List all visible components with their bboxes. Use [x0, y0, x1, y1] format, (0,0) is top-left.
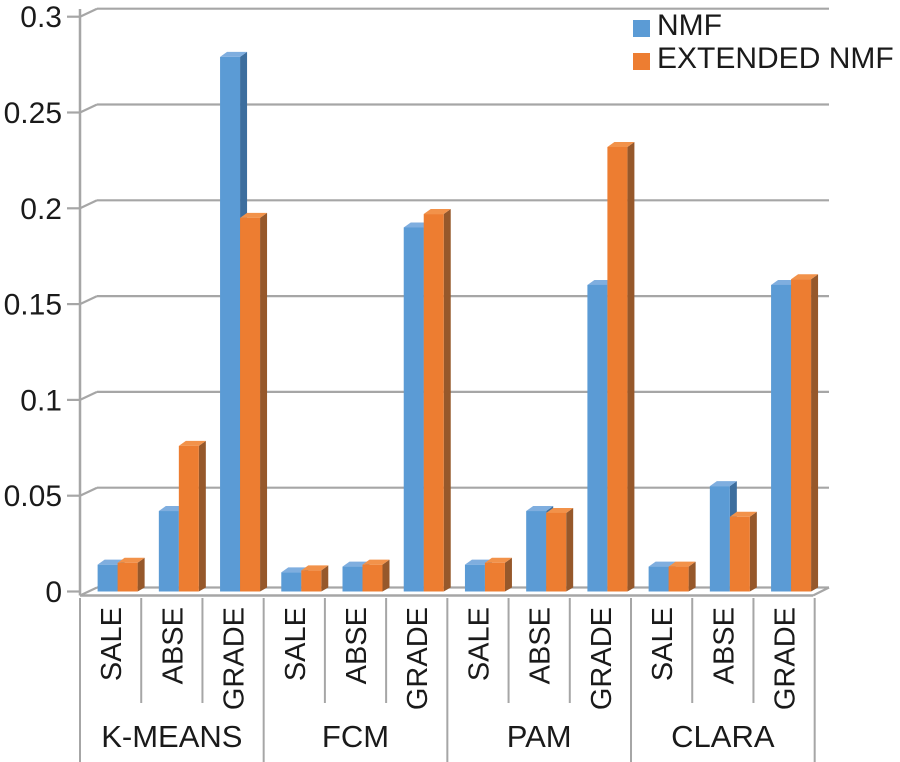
y-tick-bevel-0.05 — [79, 486, 98, 497]
floor-left-bevel — [79, 586, 98, 597]
legend-swatch-extended-nmf — [633, 53, 650, 70]
y-tick-bevel-0.25 — [79, 103, 98, 114]
bar-top-clara-sale-nmf — [648, 561, 676, 567]
bar-k-means-sale-nmf — [97, 564, 118, 592]
legend-label-nmf: NMF — [657, 9, 722, 42]
category-label-clara-abse: ABSE — [708, 607, 740, 684]
y-tick-label-0.05: 0.05 — [4, 480, 62, 513]
category-label-fcm-abse: ABSE — [341, 607, 373, 684]
bar-pam-sale-nmf — [464, 564, 485, 592]
bar-side-pam-sale-extended-nmf — [504, 557, 512, 592]
category-label-clara-sale: SALE — [647, 607, 679, 681]
y-tick-bevel-0.1 — [79, 390, 98, 401]
bar-side-clara-abse-extended-nmf — [749, 511, 757, 592]
group-label-fcm: FCM — [322, 719, 389, 754]
bar-top-clara-sale-extended-nmf — [668, 561, 696, 567]
bar-side-k-means-abse-extended-nmf — [198, 440, 206, 592]
bar-pam-grade-extended-nmf — [607, 146, 628, 592]
y-tick-bevel-0.3 — [79, 7, 98, 18]
bar-clara-abse-extended-nmf — [729, 516, 750, 592]
bar-top-clara-abse-extended-nmf — [729, 511, 757, 517]
category-label-k-means-grade: GRADE — [219, 607, 251, 710]
y-tick-label-0: 0 — [45, 576, 62, 609]
bar-pam-abse-extended-nmf — [546, 512, 567, 592]
bar-side-k-means-sale-extended-nmf — [137, 557, 145, 592]
y-tick-bevel-0.2 — [79, 199, 98, 210]
category-label-pam-sale: SALE — [463, 607, 495, 681]
category-label-pam-grade: GRADE — [586, 607, 618, 710]
bar-side-clara-sale-extended-nmf — [688, 561, 696, 592]
bar-clara-grade-extended-nmf — [791, 279, 812, 592]
bar-top-fcm-sale-extended-nmf — [301, 565, 329, 571]
bar-side-pam-abse-extended-nmf — [566, 507, 574, 592]
bar-top-k-means-sale-extended-nmf — [117, 557, 145, 563]
bar-pam-grade-nmf — [587, 284, 608, 592]
floor-right-bevel — [812, 586, 830, 597]
y-tick-label-0.1: 0.1 — [20, 384, 62, 417]
bar-side-fcm-sale-extended-nmf — [321, 565, 329, 592]
category-label-k-means-sale: SALE — [96, 607, 128, 681]
group-label-k-means: K-MEANS — [101, 719, 242, 754]
bar-k-means-sale-extended-nmf — [117, 562, 138, 592]
bar-top-k-means-abse-extended-nmf — [178, 440, 206, 446]
bar-k-means-grade-extended-nmf — [240, 217, 261, 592]
category-label-fcm-sale: SALE — [280, 607, 312, 681]
bar-top-pam-abse-nmf — [526, 506, 554, 512]
bar-top-clara-abse-nmf — [709, 481, 737, 487]
category-label-pam-abse: ABSE — [525, 607, 557, 684]
bar-top-fcm-abse-extended-nmf — [362, 559, 390, 565]
y-tick-label-0.2: 0.2 — [20, 193, 62, 226]
bar-side-k-means-grade-extended-nmf — [260, 212, 268, 592]
bar-k-means-grade-nmf — [220, 56, 241, 592]
category-label-fcm-grade: GRADE — [402, 607, 434, 710]
category-label-k-means-abse: ABSE — [157, 607, 189, 684]
bar-k-means-abse-extended-nmf — [178, 445, 199, 592]
bar-clara-sale-nmf — [648, 566, 669, 592]
bar-clara-sale-extended-nmf — [668, 566, 689, 592]
bar-fcm-sale-nmf — [281, 572, 302, 592]
bar-clara-abse-nmf — [709, 486, 730, 592]
bar-top-pam-sale-extended-nmf — [484, 557, 512, 563]
legend-swatch-nmf — [633, 20, 650, 37]
bar-pam-sale-extended-nmf — [484, 562, 505, 592]
bar-pam-abse-nmf — [526, 511, 547, 592]
bar-side-clara-grade-extended-nmf — [811, 274, 819, 592]
y-tick-bevel-0.15 — [79, 295, 98, 306]
bar-fcm-abse-nmf — [342, 566, 363, 592]
bar-top-k-means-grade-extended-nmf — [240, 212, 268, 218]
bar-top-fcm-grade-extended-nmf — [423, 209, 451, 215]
y-tick-label-0.25: 0.25 — [4, 97, 62, 130]
bar-fcm-abse-extended-nmf — [362, 564, 383, 592]
bar-side-fcm-grade-extended-nmf — [443, 209, 451, 592]
bar-fcm-sale-extended-nmf — [301, 570, 322, 592]
bar-fcm-grade-extended-nmf — [423, 214, 444, 592]
bar-top-k-means-grade-nmf — [220, 51, 248, 57]
bar-top-pam-abse-extended-nmf — [546, 507, 574, 513]
bar-fcm-grade-nmf — [403, 227, 424, 592]
bar-side-pam-grade-extended-nmf — [627, 141, 635, 592]
y-tick-label-0.3: 0.3 — [20, 1, 62, 34]
legend-label-extended-nmf: EXTENDED NMF — [657, 42, 894, 75]
bar-k-means-abse-nmf — [158, 511, 179, 592]
bar-top-pam-grade-extended-nmf — [607, 141, 635, 147]
group-label-clara: CLARA — [671, 719, 775, 754]
bar-top-clara-grade-extended-nmf — [791, 274, 819, 280]
category-label-clara-grade: GRADE — [770, 607, 802, 710]
group-label-pam: PAM — [507, 719, 572, 754]
bar-side-fcm-abse-extended-nmf — [382, 559, 390, 592]
bar-clara-grade-nmf — [771, 284, 792, 592]
y-tick-label-0.15: 0.15 — [4, 289, 62, 322]
